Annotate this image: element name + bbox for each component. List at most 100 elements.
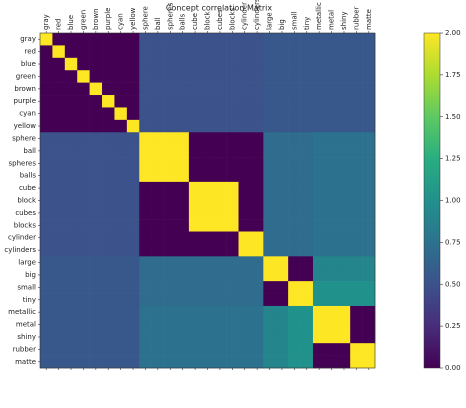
cell [288,157,301,170]
cell [52,181,66,195]
cell [300,132,314,145]
cell [312,181,326,195]
y-tick-label: cyan [19,110,36,118]
colorbar [423,32,441,369]
cell [114,293,128,307]
cell [288,206,301,220]
cell [89,256,103,270]
cell [52,219,66,232]
cell [40,231,53,245]
cell [337,107,351,121]
cell [226,281,239,294]
cell [213,95,227,108]
cell [250,169,264,183]
cell [176,95,190,108]
cell [300,107,314,121]
cell [275,355,289,369]
cell [139,144,152,158]
cell [263,157,277,170]
cell [312,194,326,208]
cell [64,343,78,356]
cell [52,119,66,133]
cell [151,281,165,294]
cell [64,144,78,158]
cell [139,70,152,83]
cell [52,157,66,170]
cell [312,343,326,356]
cell [40,82,53,96]
cell [226,157,239,170]
cell [288,33,301,46]
cell [275,132,289,145]
cell [164,256,177,270]
cell [213,57,227,71]
cell [102,181,115,195]
cell [300,231,314,245]
cell [300,95,314,108]
cell [312,119,326,133]
cell [188,107,202,121]
cell [40,132,53,145]
cell [89,293,103,307]
cell [40,318,53,332]
cell [77,194,90,208]
cell [64,132,78,145]
cell [102,305,115,319]
cell [325,82,339,96]
cell [238,132,252,145]
cell [52,95,66,108]
cell [288,181,301,195]
cell [52,194,66,208]
cell [275,268,289,282]
cell [226,219,239,232]
cell [275,181,289,195]
cell [52,144,66,158]
cell [126,318,140,332]
cell [102,107,115,121]
cell [102,57,115,71]
cell [102,231,115,245]
cell [238,231,252,245]
cell [139,169,152,183]
cell [275,281,289,294]
y-tick-label: blue [21,60,36,68]
cell [312,57,326,71]
cell [288,256,301,270]
cell [188,45,202,59]
cell [337,33,351,46]
cell [77,355,90,369]
cell [263,256,277,270]
cell [288,293,301,307]
cell [312,256,326,270]
cell [151,33,165,46]
cell [263,45,277,59]
x-tick-label: spheres [166,2,174,30]
cell [139,157,152,170]
cell [263,33,277,46]
cell [89,318,103,332]
cell [114,206,128,220]
cell [312,231,326,245]
cell [325,305,339,319]
cell [362,243,376,257]
cell [114,157,128,170]
cell [250,194,264,208]
cell [350,181,363,195]
cell [126,355,140,369]
cell [312,144,326,158]
y-tick-label: matte [15,358,36,366]
cell [350,219,363,232]
cell [325,206,339,220]
cell [77,318,90,332]
cell [213,206,227,220]
cell [201,206,215,220]
cell [362,219,376,232]
cell [201,95,215,108]
cell [337,194,351,208]
cell [263,82,277,96]
cell [126,343,140,356]
cell [139,243,152,257]
cell [275,33,289,46]
cell [151,256,165,270]
cell [164,268,177,282]
